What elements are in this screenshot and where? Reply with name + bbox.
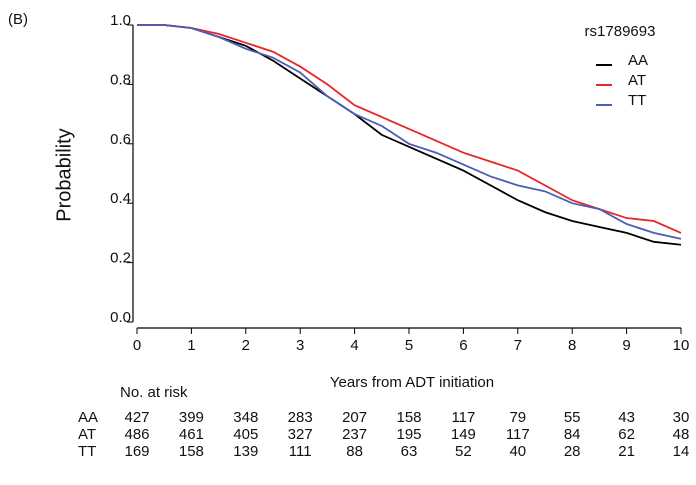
panel-label: (B) [8,11,28,28]
y-tick-label: 0.4 [110,190,131,207]
risk-count: 486 [124,426,149,443]
risk-count: 158 [396,409,421,426]
legend-label: TT [628,92,646,109]
risk-row-label: TT [78,443,96,460]
y-tick-label: 0.2 [110,250,131,267]
risk-count: 169 [124,443,149,460]
x-tick-label: 6 [459,337,467,354]
risk-count: 405 [233,426,258,443]
risk-count: 30 [673,409,690,426]
risk-count: 237 [342,426,367,443]
legend-label: AT [628,72,646,89]
y-tick-label: 1.0 [110,12,131,29]
x-tick-label: 0 [133,337,141,354]
risk-count: 40 [509,443,526,460]
x-tick-label: 9 [622,337,630,354]
risk-count: 195 [396,426,421,443]
risk-count: 43 [618,409,635,426]
risk-count: 14 [673,443,690,460]
y-tick-label: 0.0 [110,309,131,326]
survival-curve [137,24,682,234]
risk-count: 62 [618,426,635,443]
y-tick-label: 0.8 [110,71,131,88]
risk-count: 149 [451,426,476,443]
risk-count: 207 [342,409,367,426]
risk-count: 52 [455,443,472,460]
x-tick-label: 5 [405,337,413,354]
risk-count: 117 [451,409,475,426]
risk-count: 63 [401,443,418,460]
risk-count: 158 [179,443,204,460]
risk-count: 461 [179,426,204,443]
x-tick-label: 2 [242,337,250,354]
x-tick-label: 8 [568,337,576,354]
x-tick-label: 3 [296,337,304,354]
risk-count: 111 [289,443,312,460]
risk-count: 117 [506,426,530,443]
x-tick-label: 10 [673,337,690,354]
x-axis-label: Years from ADT initiation [330,374,494,391]
risk-count: 48 [673,426,690,443]
risk-count: 55 [564,409,581,426]
risk-count: 28 [564,443,581,460]
y-axis-label: Probability [53,128,75,221]
risk-count: 348 [233,409,258,426]
y-tick-label: 0.6 [110,131,131,148]
risk-count: 399 [179,409,204,426]
survival-curve [137,24,682,246]
legend-label: AA [628,52,648,69]
survival-curve [137,24,682,240]
risk-count: 327 [288,426,313,443]
risk-count: 21 [618,443,635,460]
risk-count: 79 [509,409,526,426]
risk-table-title: No. at risk [120,384,188,401]
risk-count: 88 [346,443,363,460]
risk-count: 283 [288,409,313,426]
risk-count: 139 [233,443,258,460]
risk-row-label: AA [78,409,98,426]
legend-title: rs1789693 [585,23,656,40]
risk-count: 84 [564,426,581,443]
risk-count: 427 [124,409,149,426]
x-tick-label: 1 [187,337,195,354]
x-tick-label: 7 [514,337,522,354]
risk-row-label: AT [78,426,96,443]
x-tick-label: 4 [350,337,358,354]
